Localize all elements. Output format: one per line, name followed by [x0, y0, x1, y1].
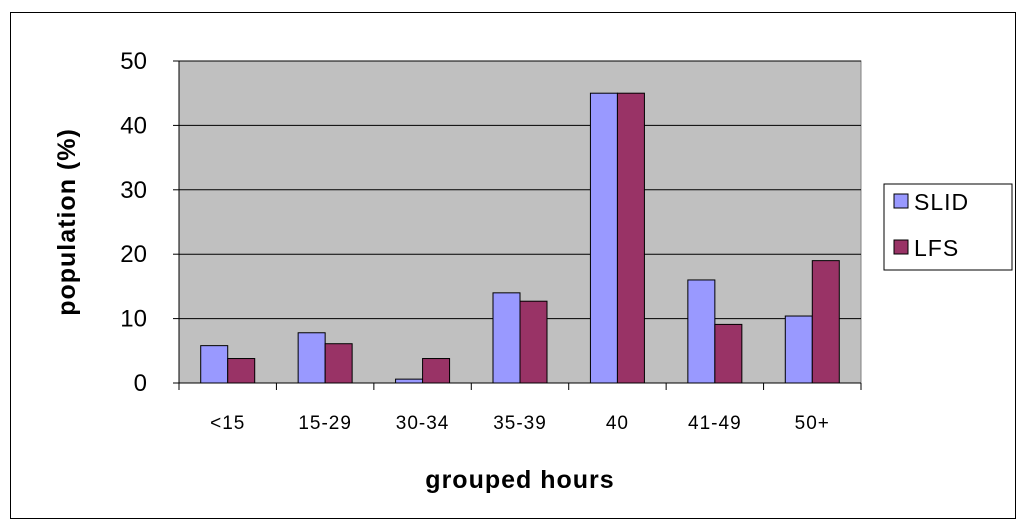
bar-slid — [687, 279, 716, 384]
bar-slid — [784, 315, 813, 384]
x-tick-labels: <15 15-29 30-34 35-39 40 41-49 50+ — [178, 383, 862, 434]
legend-swatch-slid — [893, 193, 909, 209]
bar-lfs — [519, 300, 548, 384]
y-tick-labels: 0 10 20 30 40 50 — [120, 48, 179, 397]
y-tick-label: 40 — [120, 112, 147, 139]
y-axis-title: population (%) — [53, 128, 81, 316]
bars — [200, 92, 840, 384]
bar-lfs — [811, 260, 840, 384]
x-tick-label: <15 — [210, 413, 245, 434]
x-tick-label: 30-34 — [396, 413, 450, 434]
bar-slid — [395, 378, 424, 384]
bar-lfs — [227, 358, 256, 384]
x-axis-title: grouped hours — [425, 466, 614, 494]
bar-lfs — [422, 358, 451, 384]
bar-slid — [492, 292, 521, 384]
gridlines — [179, 60, 861, 320]
y-tick-label: 0 — [134, 370, 147, 397]
bar-lfs — [324, 343, 353, 384]
y-tick-label: 50 — [120, 48, 147, 75]
legend-label-lfs: LFS — [914, 235, 959, 261]
x-tick-label: 40 — [606, 413, 629, 434]
x-tick-label: 41-49 — [688, 413, 742, 434]
x-tick-label: 35-39 — [493, 413, 547, 434]
legend: SLID LFS — [883, 183, 1013, 271]
axes — [178, 61, 861, 384]
legend-swatch-lfs — [893, 239, 909, 255]
x-tick-label: 15-29 — [298, 413, 352, 434]
y-tick-label: 20 — [120, 241, 147, 268]
legend-label-slid: SLID — [914, 189, 969, 215]
bar-slid — [589, 92, 618, 384]
y-tick-label: 10 — [120, 306, 147, 333]
x-tick-label: 50+ — [795, 413, 830, 434]
bar-slid — [200, 345, 229, 384]
bar-lfs — [714, 323, 743, 384]
bar-slid — [297, 332, 326, 384]
bar-lfs — [616, 92, 645, 384]
y-tick-label: 30 — [120, 177, 147, 204]
